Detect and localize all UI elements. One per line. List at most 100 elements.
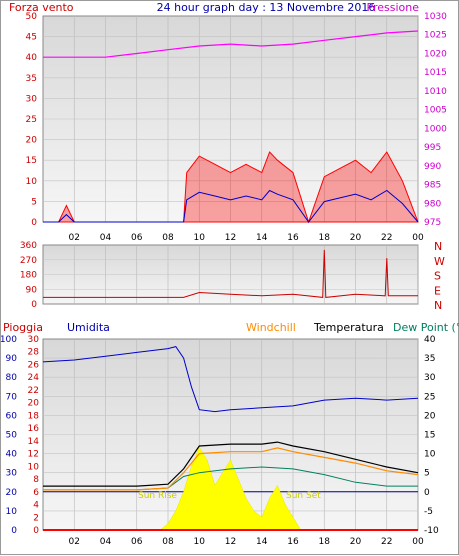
direction-tick: 90 <box>26 285 38 295</box>
wind-speed-tick: 5 <box>31 197 37 207</box>
temp-tick: 0 <box>424 488 430 498</box>
pressure-tick: 990 <box>424 162 441 172</box>
legend-temperature: Temperatura <box>313 321 384 334</box>
humidity-tick: 60 <box>6 411 18 421</box>
wind-speed-tick: 15 <box>26 156 37 166</box>
pressure-tick: 1020 <box>424 49 447 59</box>
rain-tick: 4 <box>33 501 39 511</box>
legend-rain: Pioggia <box>3 321 43 334</box>
humidity-tick: 50 <box>6 431 18 441</box>
temp-tick: -5 <box>424 507 433 517</box>
rain-tick: 28 <box>28 348 40 358</box>
temp-tick: 20 <box>424 411 436 421</box>
direction-tick: 0 <box>31 300 37 310</box>
time-tick-bottom: 22 <box>381 537 392 547</box>
wind-speed-tick: 50 <box>26 12 38 22</box>
direction-letter: N <box>434 240 442 253</box>
wind-speed-tick: 25 <box>26 115 37 125</box>
direction-letter: N <box>434 299 442 312</box>
time-tick-top: 06 <box>131 233 143 243</box>
rain-tick: 14 <box>28 437 40 447</box>
rain-tick: 24 <box>28 373 40 383</box>
chart-series <box>42 30 419 531</box>
time-tick-top: 22 <box>381 233 392 243</box>
time-tick-bottom: 02 <box>69 537 80 547</box>
humidity-tick: 0 <box>11 526 17 536</box>
time-tick-bottom: 10 <box>194 537 206 547</box>
time-tick-top: 18 <box>319 233 331 243</box>
direction-tick: 360 <box>20 241 37 251</box>
rain-tick: 0 <box>33 526 39 536</box>
pressure-tick: 1000 <box>424 124 447 134</box>
legend-windchill: Windchill <box>246 321 296 334</box>
humidity-tick: 40 <box>6 450 18 460</box>
legend-humidity: Umidita <box>67 321 110 334</box>
sunset-label: Sun Set <box>286 491 321 501</box>
chart-title: 24 hour graph day : 13 Novembre 2016 <box>157 1 376 14</box>
temp-tick: 25 <box>424 392 435 402</box>
rain-tick: 12 <box>28 450 39 460</box>
pressure-label: Pressione <box>367 1 420 14</box>
humidity-tick: 20 <box>6 488 18 498</box>
time-tick-bottom: 16 <box>287 537 299 547</box>
rain-tick: 22 <box>28 386 39 396</box>
rain-tick: 30 <box>28 335 40 345</box>
pressure-tick: 985 <box>424 181 441 191</box>
humidity-tick: 30 <box>6 469 18 479</box>
wind-speed-tick: 30 <box>26 94 38 104</box>
rain-tick: 8 <box>33 475 39 485</box>
rain-tick: 10 <box>28 462 40 472</box>
series-solar <box>159 446 302 531</box>
pressure-tick: 995 <box>424 143 441 153</box>
pressure-tick: 1010 <box>424 87 447 97</box>
pressure-tick: 975 <box>424 218 441 228</box>
humidity-tick: 90 <box>6 354 18 364</box>
temp-tick: 5 <box>424 469 430 479</box>
sunrise-label: Sun Rise <box>138 491 177 501</box>
wind-speed-tick: 35 <box>26 74 37 84</box>
series-direction <box>43 249 418 298</box>
series-humidity <box>42 346 419 413</box>
temp-tick: 40 <box>424 335 436 345</box>
temp-tick: -10 <box>424 526 439 536</box>
wind-speed-tick: 10 <box>26 177 38 187</box>
direction-letter: S <box>434 270 441 283</box>
time-tick-top: 16 <box>287 233 299 243</box>
wind-speed-tick: 40 <box>26 53 38 63</box>
temp-tick: 30 <box>424 373 436 383</box>
pressure-tick: 1005 <box>424 106 447 116</box>
wind-speed-tick: 20 <box>26 136 38 146</box>
humidity-tick: 100 <box>1 335 17 345</box>
rain-tick: 26 <box>28 360 40 370</box>
time-tick-bottom: 06 <box>131 537 143 547</box>
time-tick-top: 08 <box>162 233 174 243</box>
temp-tick: 10 <box>424 450 436 460</box>
legend-dewpoint: Dew Point (°C <box>393 321 459 334</box>
wind-label: Forza vento <box>9 1 74 14</box>
series-wind-avg <box>43 189 419 223</box>
time-tick-bottom: 20 <box>350 537 362 547</box>
series-pressure <box>43 30 419 58</box>
rain-tick: 6 <box>33 488 39 498</box>
pressure-tick: 980 <box>424 199 441 209</box>
humidity-tick: 80 <box>6 373 18 383</box>
time-tick-bottom: 12 <box>225 537 236 547</box>
wind-speed-tick: 0 <box>31 218 37 228</box>
time-tick-top: 02 <box>69 233 80 243</box>
axis-labels: 0202040406060808101012121414161618182020… <box>1 12 447 547</box>
temp-tick: 15 <box>424 431 435 441</box>
time-tick-top: 04 <box>100 233 112 243</box>
temp-tick: 35 <box>424 354 435 364</box>
pressure-tick: 1025 <box>424 31 447 41</box>
humidity-tick: 10 <box>6 507 18 517</box>
direction-tick: 270 <box>20 256 37 266</box>
time-tick-bottom: 04 <box>100 537 112 547</box>
series-windchill <box>43 447 419 491</box>
time-tick-top: 12 <box>225 233 236 243</box>
wind-speed-tick: 45 <box>26 33 37 43</box>
pressure-tick: 1030 <box>424 12 447 22</box>
direction-tick: 180 <box>20 271 37 281</box>
pressure-tick: 1015 <box>424 68 447 78</box>
